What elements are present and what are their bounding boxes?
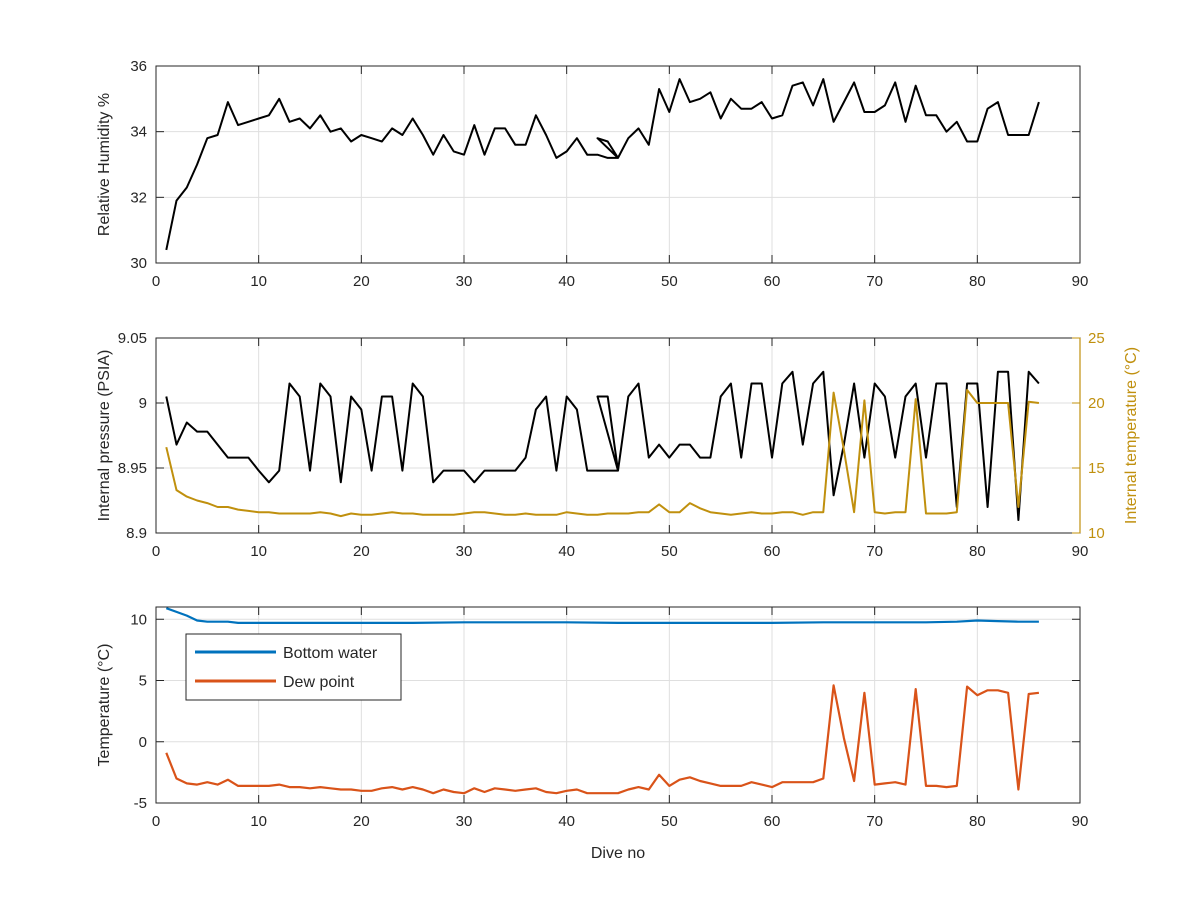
x-tick-label: 90 [1072,813,1089,830]
x-tick-label: 10 [250,543,267,560]
x-tick-label: 70 [866,813,883,830]
y-tick-label: 9 [139,395,147,412]
legend: Bottom water Dew point [185,633,402,701]
series-line-1 [165,370,1040,521]
x-tick-label: 30 [456,813,473,830]
axes-box [155,337,1081,534]
subplot-2: 0 10 20 30 40 50 60 70 80 90 8.9 8.95 9 9.05 10 15 20 25 I… [96,330,1140,560]
x-tick-label: 40 [558,543,575,560]
y-axis-label: Relative Humidity % [96,93,113,236]
x-tick-label: 90 [1072,543,1089,560]
x-tick-label: 70 [866,543,883,560]
y-axis-label: Internal pressure (PSIA) [96,350,113,522]
x-tick-label: 40 [558,273,575,290]
y-tick-label: 8.9 [126,525,147,542]
series-line-2 [165,389,1040,518]
x-tick-label: 50 [661,273,678,290]
x-tick-label: 50 [661,813,678,830]
x-tick-label: 0 [152,273,160,290]
x-axis-label: Dive no [591,845,645,862]
series-line-1 [165,78,1040,251]
right-y-tick-label: 25 [1088,330,1105,347]
axes-box [155,65,1081,264]
y-tick-label: 34 [130,124,147,141]
subplot-3: 0 10 20 30 40 50 60 70 80 90 -5 0 5 10 Temperature (°C… [96,606,1089,862]
x-tick-label: 90 [1072,273,1089,290]
right-y-tick-label: 20 [1088,395,1105,412]
x-tick-label: 80 [969,273,986,290]
x-tick-label: 10 [250,273,267,290]
right-y-tick-label: 10 [1088,525,1105,542]
x-tick-label: 0 [152,813,160,830]
y-tick-label: 30 [130,255,147,272]
legend-label: Bottom water [283,645,378,662]
axes-box [155,606,1081,804]
x-tick-label: 80 [969,543,986,560]
y-tick-label: 9.05 [118,330,147,347]
x-tick-label: 20 [353,273,370,290]
x-tick-label: 10 [250,813,267,830]
subplot-1: 0 10 20 30 40 50 60 70 80 90 30 32 34 36 Relative Humi… [96,58,1088,290]
right-y-tick-label: 15 [1088,460,1105,477]
y-tick-label: 10 [130,611,147,628]
x-tick-label: 60 [764,813,781,830]
x-tick-label: 0 [152,543,160,560]
x-tick-label: 40 [558,813,575,830]
y-tick-label: 36 [130,58,147,75]
y-tick-label: 8.95 [118,460,147,477]
legend-box [185,633,402,701]
x-tick-label: 80 [969,813,986,830]
x-tick-label: 20 [353,813,370,830]
legend-label: Dew point [283,674,355,691]
x-tick-label: 70 [866,273,883,290]
x-tick-label: 30 [456,273,473,290]
x-tick-label: 50 [661,543,678,560]
y-axis-label: Temperature (°C) [96,644,113,767]
y-tick-label: 0 [139,734,147,751]
y-tick-label: 5 [139,673,147,690]
right-y-axis-label: Internal temperature (°C) [1123,347,1140,524]
y-tick-label: -5 [134,795,147,812]
x-tick-label: 60 [764,273,781,290]
series-line-dew-point [165,684,1040,795]
x-tick-label: 30 [456,543,473,560]
y-tick-label: 32 [130,189,147,206]
x-tick-label: 20 [353,543,370,560]
series-line-bottom-water [165,607,1039,625]
x-tick-label: 60 [764,543,781,560]
